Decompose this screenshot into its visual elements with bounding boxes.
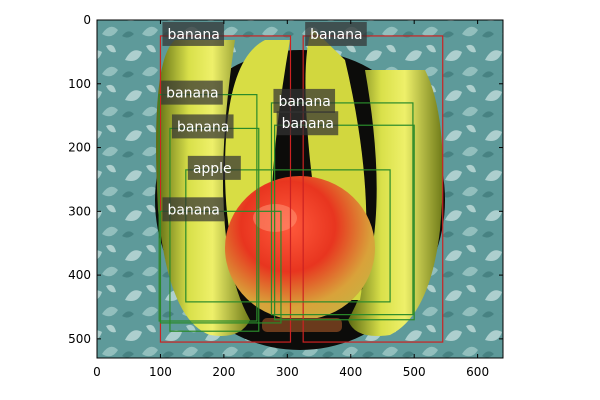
- detection-label-bg: [162, 197, 225, 222]
- x-tick-label: 300: [276, 365, 299, 379]
- detection-label-banana: banana: [310, 27, 362, 43]
- detection-box-apple: [185, 169, 391, 303]
- detection-label-bg: [305, 21, 367, 46]
- y-tick-label: 400: [68, 268, 91, 282]
- detection-label-bg: [171, 114, 234, 139]
- detection-label-banana: banana: [177, 119, 229, 135]
- banana-stems: [262, 318, 342, 332]
- detection-label-bg: [187, 155, 241, 180]
- x-tick-label: 200: [212, 365, 235, 379]
- detection-label-bg: [161, 80, 223, 105]
- detection-box-banana: [270, 102, 414, 316]
- x-tick-label: 100: [149, 365, 172, 379]
- x-tick-label: 400: [339, 365, 362, 379]
- detection-box-banana: [302, 35, 444, 343]
- y-tick-label: 300: [68, 204, 91, 218]
- detection-label-bg: [162, 21, 225, 46]
- photo: [97, 20, 503, 358]
- y-tick-label: 500: [68, 332, 91, 346]
- x-tick-label: 500: [403, 365, 426, 379]
- detection-box-banana: [274, 124, 415, 321]
- detection-label-bg: [276, 111, 339, 136]
- apple: [225, 176, 375, 320]
- banana-right-outer: [348, 70, 443, 336]
- detection-labels: banana banana banana banana banana banana appl…: [161, 21, 367, 222]
- detection-label-bg: [273, 88, 336, 113]
- detection-box-banana: [159, 35, 292, 343]
- y-axis: 0 100 200 300 400 500: [68, 13, 503, 346]
- detection-label-apple: apple: [193, 161, 232, 177]
- x-tick-label: 600: [466, 365, 489, 379]
- x-tick-label: 0: [93, 365, 101, 379]
- detection-label-banana: banana: [167, 202, 219, 218]
- y-tick-label: 200: [68, 141, 91, 155]
- y-tick-label: 100: [68, 77, 91, 91]
- detection-label-banana: banana: [166, 86, 218, 102]
- plot-frame: [96, 19, 504, 359]
- detection-boxes: [158, 35, 444, 343]
- y-tick-label: 0: [83, 13, 91, 27]
- x-axis: 0 100 200 300 400 500 600: [93, 20, 489, 379]
- detection-label-banana: banana: [282, 116, 334, 132]
- detection-label-banana: banana: [278, 94, 330, 110]
- detection-label-banana: banana: [167, 27, 219, 43]
